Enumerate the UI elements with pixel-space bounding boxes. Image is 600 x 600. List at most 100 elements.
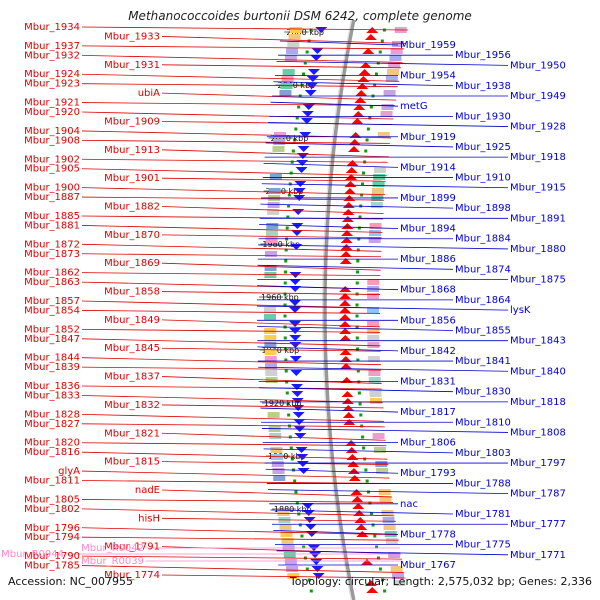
right-gene-label: Mbur_1894 (400, 224, 456, 235)
leader-line (81, 243, 382, 252)
rna-label: Mbur_R0039 (81, 556, 144, 567)
forward-gene-arrow (339, 335, 352, 341)
forward-gene-arrow (339, 300, 352, 306)
left-gene-label: Mbur_1811 (24, 476, 80, 487)
forward-gene-arrow (347, 468, 360, 474)
forward-gene-arrow (357, 76, 370, 82)
cog-box (284, 55, 297, 61)
tick-mark (355, 281, 359, 285)
forward-gene-arrow (340, 251, 353, 257)
cog-box (369, 230, 382, 236)
left-gene-label: Mbur_1921 (24, 98, 80, 109)
forward-gene-arrow (341, 230, 354, 236)
tick-mark (284, 259, 288, 263)
left-gene-label: Mbur_1854 (24, 305, 80, 316)
left-gene-label: Mbur_1833 (24, 390, 80, 401)
leader-line (161, 177, 386, 182)
leader-line (273, 530, 399, 535)
cog-box (264, 342, 277, 348)
forward-gene-arrow (339, 349, 352, 355)
cog-box (381, 104, 394, 110)
forward-gene-arrow (362, 48, 375, 54)
tick-mark (285, 391, 289, 395)
leader-line (265, 142, 454, 148)
left-gene-label: Mbur_1805 (24, 494, 80, 505)
forward-gene-arrow (355, 90, 368, 96)
cog-box (381, 510, 394, 516)
cog-box (372, 433, 385, 439)
leader-line (161, 574, 406, 579)
forward-gene-arrow (344, 181, 357, 187)
right-gene-label: Mbur_1787 (510, 489, 566, 500)
right-gene-label: Mbur_1925 (455, 142, 511, 153)
tick-mark (294, 127, 298, 131)
right-gene-label: metG (400, 101, 428, 112)
left-gene-label: Mbur_1932 (24, 50, 80, 61)
right-gene-label: Mbur_1778 (400, 529, 456, 540)
leader-line (265, 468, 399, 474)
forward-gene-arrow (351, 496, 364, 502)
right-gene-label: Mbur_1899 (400, 193, 456, 204)
leader-line (258, 244, 509, 250)
cog-box (264, 272, 277, 278)
cog-box (283, 552, 296, 558)
left-gene-label: Mbur_1847 (24, 334, 80, 345)
tick-mark (357, 226, 361, 230)
reverse-gene-arrow (315, 27, 328, 33)
left-gene-label: Mbur_1900 (24, 183, 80, 194)
cog-box (289, 27, 302, 33)
reverse-gene-arrow (304, 90, 317, 96)
cog-box (390, 48, 403, 54)
leader-line (261, 428, 509, 433)
left-gene-label: Mbur_1828 (24, 409, 80, 420)
tick-mark (309, 28, 313, 32)
right-gene-label: Mbur_1803 (455, 448, 511, 459)
reverse-gene-arrow (301, 111, 314, 117)
forward-gene-arrow (345, 167, 358, 173)
cog-box (376, 468, 389, 474)
tick-mark (302, 545, 306, 549)
tick-mark (283, 314, 287, 318)
forward-gene-arrow (341, 398, 354, 404)
tick-mark (355, 336, 359, 340)
leader-line (81, 73, 400, 82)
reverse-gene-arrow (310, 55, 323, 61)
tick-mark (366, 127, 370, 131)
left-gene-label: Mbur_1904 (24, 126, 80, 137)
forward-gene-arrow (342, 412, 355, 418)
forward-gene-arrow (348, 475, 361, 481)
cog-box (367, 356, 380, 362)
tick-mark (380, 578, 384, 582)
tick-mark (368, 116, 372, 120)
tick-mark (293, 138, 297, 142)
right-gene-label: Mbur_1793 (400, 468, 456, 479)
reverse-gene-arrow (297, 468, 310, 474)
forward-gene-arrow (339, 314, 352, 320)
right-gene-label: Mbur_1919 (400, 132, 456, 143)
cog-box (367, 335, 380, 341)
tick-mark (376, 556, 380, 560)
tick-mark (356, 248, 360, 252)
leader-line (270, 101, 399, 107)
right-gene-label: Mbur_1880 (510, 244, 566, 255)
cog-box (368, 377, 381, 383)
cog-box (383, 90, 396, 96)
tick-mark (286, 402, 290, 406)
right-gene-label: Mbur_1910 (455, 173, 511, 184)
cog-box (287, 573, 300, 579)
forward-gene-arrow (366, 587, 379, 593)
cog-box (264, 307, 276, 313)
kbp-label: 1920 kbp (264, 399, 302, 408)
cog-box (270, 447, 283, 453)
left-gene-label: Mbur_1816 (24, 447, 80, 458)
left-gene-label: Mbur_1902 (24, 154, 80, 165)
leader-line (161, 262, 381, 271)
cog-box (281, 538, 294, 544)
leader-line (259, 224, 399, 229)
tick-mark (284, 358, 288, 362)
leader-line (81, 102, 395, 106)
forward-gene-arrow (353, 510, 366, 516)
right-gene-label: Mbur_1864 (455, 295, 511, 306)
tick-mark (362, 446, 366, 450)
leader-line (81, 527, 398, 536)
